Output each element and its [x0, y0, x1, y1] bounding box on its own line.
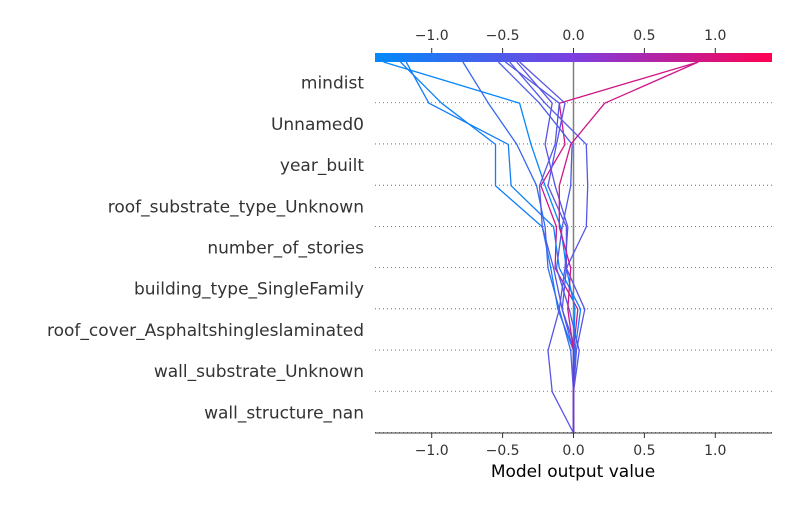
top-tick-label: 0.0 — [562, 28, 584, 44]
bottom-tick-label: 0.0 — [562, 443, 584, 459]
decision-line — [405, 61, 582, 433]
feature-label: wall_substrate_Unknown — [154, 362, 364, 382]
feature-label: mindist — [301, 74, 364, 94]
bottom-tick-label: −0.5 — [486, 443, 520, 459]
feature-label: roof_substrate_type_Unknown — [108, 197, 364, 217]
feature-label: number_of_stories — [207, 239, 364, 259]
top-tick-label: 0.5 — [633, 28, 655, 44]
decision-line — [558, 61, 699, 433]
feature-label: Unnamed0 — [271, 115, 364, 135]
feature-labels: mindist Unnamed0 year_built roof_substrate_… — [47, 74, 364, 424]
feature-label: wall_structure_nan — [204, 403, 364, 423]
bottom-tick-label: −1.0 — [415, 443, 449, 459]
top-tick-label: 1.0 — [704, 28, 726, 44]
feature-label: building_type_SingleFamily — [134, 280, 364, 300]
bottom-tick-label: 1.0 — [704, 443, 726, 459]
decision-line — [519, 61, 586, 433]
top-axis-ticks: −1.0 −0.5 0.0 0.5 1.0 — [415, 28, 726, 53]
x-axis-title: Model output value — [491, 462, 655, 482]
top-tick-label: −1.0 — [415, 28, 449, 44]
feature-label: roof_cover_Asphaltshingleslaminated — [47, 321, 364, 341]
decision-line — [497, 61, 580, 433]
colorbar — [375, 53, 772, 62]
top-tick-label: −0.5 — [486, 28, 520, 44]
feature-label: year_built — [280, 156, 364, 176]
decision-lines — [383, 61, 699, 434]
bottom-axis-ticks: −1.0 −0.5 0.0 0.5 1.0 — [415, 433, 726, 459]
decision-line — [462, 61, 575, 433]
bottom-tick-label: 0.5 — [633, 443, 655, 459]
